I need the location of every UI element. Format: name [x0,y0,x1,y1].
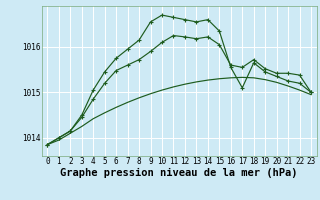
X-axis label: Graphe pression niveau de la mer (hPa): Graphe pression niveau de la mer (hPa) [60,168,298,178]
